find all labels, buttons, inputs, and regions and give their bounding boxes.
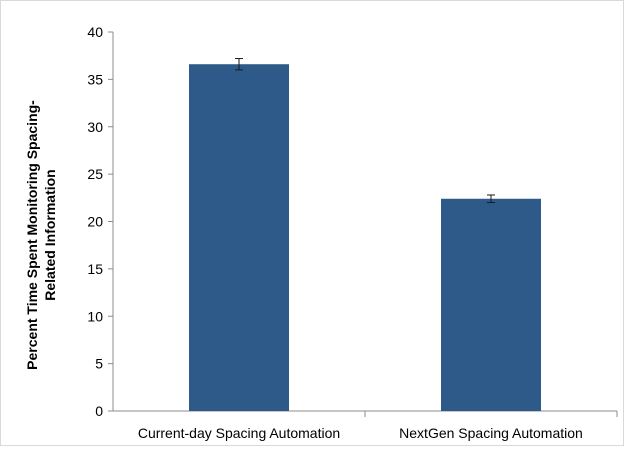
y-tick-label: 25 bbox=[87, 166, 103, 182]
y-axis-title-line-2: Related Information bbox=[42, 169, 58, 300]
plot-area: 0 5 10 15 20 25 30 35 40 Current-day Spacing Auto… bbox=[87, 24, 618, 441]
y-tick-label: 15 bbox=[87, 261, 103, 277]
bar bbox=[441, 198, 541, 411]
y-axis-title: Percent Time Spent Monitoring Spacing- R… bbox=[24, 100, 58, 370]
y-tick-label: 35 bbox=[87, 71, 103, 87]
y-tick-label: 10 bbox=[87, 308, 103, 324]
y-tick-label: 30 bbox=[87, 119, 103, 135]
y-axis-title-line-1: Percent Time Spent Monitoring Spacing- bbox=[24, 100, 40, 370]
y-tick-label: 20 bbox=[87, 214, 103, 230]
x-tick-label: NextGen Spacing Automation bbox=[399, 425, 583, 441]
y-tick-label: 40 bbox=[87, 24, 103, 40]
y-tick-label: 5 bbox=[95, 356, 103, 372]
y-tick-label: 0 bbox=[95, 403, 103, 419]
bar bbox=[189, 64, 289, 411]
x-tick-label: Current-day Spacing Automation bbox=[138, 425, 340, 441]
